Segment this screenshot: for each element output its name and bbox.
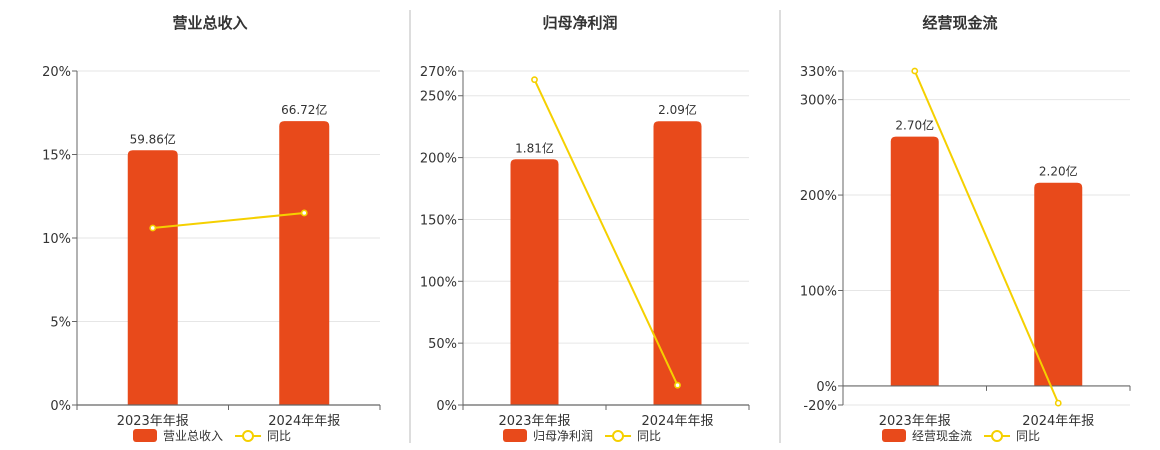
bar [127,150,178,405]
legend-line-marker [612,430,625,442]
y-tick-label: 100% [800,284,837,299]
yoy-line [913,70,1060,404]
y-tick-label: 330% [800,65,837,80]
legend-line-marker [991,430,1004,442]
yoy-point [531,76,538,84]
chart-panel-3: 经营现金流 -20% 0% 100% 200% 300% 330% 2.70亿 2.20亿 202… [800,14,1131,443]
x-tick-label: 2024年年报 [641,414,713,429]
x-tick-label: 2023年年报 [117,414,189,429]
legend-bar-swatch [882,429,906,442]
y-tick-label: 250% [420,90,457,105]
chart-panel-1: 营业总收入 0% 5% 10% 15% 20% 59.86亿 66.72亿 2023年年报 202… [42,14,381,443]
y-tick-label: 200% [800,189,837,204]
bar [279,121,330,405]
y-tick-label: 200% [420,152,457,167]
yoy-point [674,381,681,389]
legend-line-marker [242,430,255,442]
yoy-point [911,67,919,75]
bar-data-label: 59.86亿 [130,131,176,146]
y-tick-label: 5% [50,316,71,331]
x-tick-label: 2024年年报 [268,414,340,429]
chart-title: 经营现金流 [922,14,997,32]
bar-data-label: 66.72亿 [281,102,327,117]
legend-line-label: 同比 [637,429,661,443]
chart-title: 归母净利润 [542,14,617,32]
y-tick-label: 0% [436,399,457,414]
yoy-point [1054,399,1062,407]
yoy-point [300,209,308,217]
y-tick-label: 50% [428,337,457,352]
y-tick-label: 270% [420,65,457,80]
y-tick-label: 0% [816,380,837,395]
x-tick-label: 2023年年报 [879,414,951,429]
yoy-point [149,224,157,232]
chart-panel-2: 归母净利润 0% 50% 100% 150% 200% 250% 270% 1.81亿 2.09亿… [420,14,750,443]
legend-line-label: 同比 [267,429,291,443]
legend-bar-swatch [503,429,527,442]
bar [1034,182,1083,386]
y-tick-label: -20% [803,399,837,414]
yoy-line [152,211,305,229]
y-tick-label: 100% [420,275,457,290]
y-tick-label: 20% [42,65,71,80]
legend-bar-swatch [133,429,157,442]
bar-data-label: 1.81亿 [515,140,554,155]
y-tick-label: 150% [420,213,457,228]
y-tick-label: 10% [42,232,71,247]
legend-bar-label: 营业总收入 [163,429,223,443]
legend-bar-label: 归母净利润 [533,429,593,443]
bar-data-label: 2.70亿 [895,118,934,133]
legend-bar-label: 经营现金流 [912,428,972,443]
legend-line-label: 同比 [1016,429,1040,443]
bar [653,121,702,405]
bar-data-label: 2.09亿 [658,102,697,117]
y-tick-label: 15% [42,149,71,164]
bar [510,159,559,405]
yoy-line [533,79,679,386]
x-tick-label: 2023年年报 [498,414,570,429]
y-tick-label: 0% [50,399,71,414]
chart-title: 营业总收入 [172,14,247,32]
bar [890,136,939,386]
bar-data-label: 2.20亿 [1039,164,1078,179]
y-tick-label: 300% [800,94,837,109]
x-tick-label: 2024年年报 [1022,414,1094,429]
